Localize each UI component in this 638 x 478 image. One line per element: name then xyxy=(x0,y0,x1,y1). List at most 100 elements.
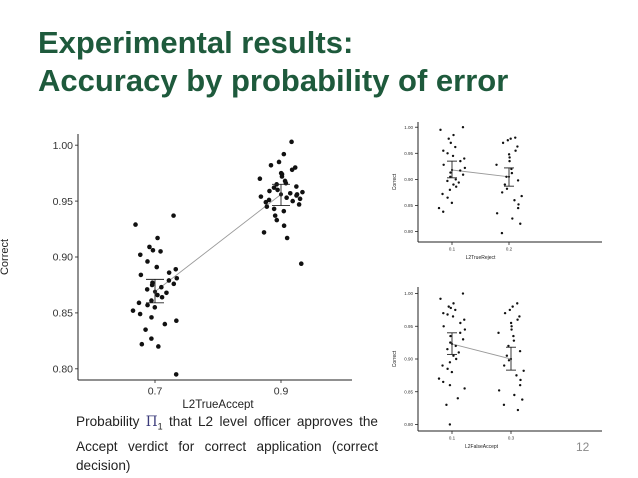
data-point xyxy=(276,159,282,165)
data-point xyxy=(518,383,522,387)
data-point xyxy=(166,278,172,283)
page-number: 12 xyxy=(576,440,590,454)
data-point xyxy=(152,305,158,310)
y-tick-label: 1.00 xyxy=(53,140,74,152)
data-point xyxy=(272,213,278,218)
data-point xyxy=(454,357,458,361)
y-tick-label: 0.85 xyxy=(404,389,413,394)
data-point xyxy=(281,151,287,157)
data-point xyxy=(463,157,466,160)
data-point xyxy=(452,354,455,357)
data-point xyxy=(452,183,455,186)
data-point xyxy=(510,325,513,328)
y-tick-label: 0.80 xyxy=(404,229,413,234)
data-point xyxy=(500,191,504,194)
y-tick-label: 0.95 xyxy=(404,151,413,156)
data-point xyxy=(445,403,448,407)
data-point xyxy=(502,403,506,407)
y-tick-label: 0.80 xyxy=(53,363,74,375)
data-point xyxy=(298,261,304,267)
data-point xyxy=(137,311,143,317)
data-point xyxy=(501,141,505,145)
data-point xyxy=(446,347,449,351)
data-point xyxy=(283,180,289,186)
y-axis-label: Correct xyxy=(0,239,11,275)
data-point xyxy=(162,321,168,327)
data-point xyxy=(457,181,460,184)
data-point xyxy=(516,206,520,210)
x-tick-label: 0.3 xyxy=(508,436,515,441)
data-point xyxy=(503,183,507,186)
data-point xyxy=(449,141,452,145)
data-point xyxy=(442,311,445,315)
data-point xyxy=(516,145,519,148)
group-mean-point xyxy=(450,342,454,346)
x-tick-label: 0.2 xyxy=(506,247,513,252)
data-point xyxy=(516,318,519,321)
data-point xyxy=(143,327,148,332)
data-point xyxy=(463,166,467,170)
data-point xyxy=(519,222,522,225)
data-point xyxy=(173,372,179,377)
data-point xyxy=(461,292,465,295)
x-tick-label: 0.7 xyxy=(148,386,163,398)
data-point xyxy=(174,318,179,324)
data-point xyxy=(461,173,465,176)
y-tick-label: 0.95 xyxy=(53,196,74,208)
x-axis-label: L2FalseAccept xyxy=(465,444,499,450)
data-point xyxy=(457,351,460,354)
data-point xyxy=(503,311,507,315)
caption-prefix: Probability xyxy=(76,414,146,429)
data-point xyxy=(447,137,450,140)
data-point xyxy=(294,184,299,189)
data-point xyxy=(513,393,516,397)
data-point xyxy=(136,300,142,306)
data-point xyxy=(514,136,517,139)
data-point xyxy=(149,298,154,303)
data-point xyxy=(510,328,513,331)
data-point xyxy=(507,344,510,348)
data-point xyxy=(509,321,513,325)
data-point xyxy=(449,341,452,344)
data-point xyxy=(267,188,272,194)
data-point xyxy=(449,334,452,338)
slide-title-line-2: Accuracy by probability of error xyxy=(38,63,509,98)
data-point xyxy=(514,149,517,152)
data-point xyxy=(516,179,520,182)
data-point xyxy=(442,380,445,384)
data-point xyxy=(463,318,466,321)
data-point xyxy=(144,287,150,292)
data-point xyxy=(497,389,501,392)
data-point xyxy=(454,145,457,149)
data-point xyxy=(495,163,498,166)
data-point xyxy=(130,308,136,313)
data-point xyxy=(518,315,521,318)
data-point xyxy=(275,187,280,193)
data-point xyxy=(149,282,155,288)
data-point xyxy=(138,272,144,278)
data-point xyxy=(290,198,295,204)
pi-symbol: Π xyxy=(145,414,158,430)
y-tick-label: 1.00 xyxy=(404,125,413,130)
data-point xyxy=(505,175,508,178)
x-tick-label: 0.1 xyxy=(449,436,456,441)
data-point xyxy=(447,305,450,308)
data-point xyxy=(518,349,522,353)
data-point xyxy=(454,344,457,348)
data-point xyxy=(173,267,179,272)
mean-trend-line xyxy=(451,169,510,178)
y-tick-label: 0.90 xyxy=(404,357,413,362)
x-axis-label: L2TrueReject xyxy=(466,255,496,261)
true-reject-scatter-chart: 0.80 0.85 0.90 0.95 1.00 0.1 0.2 L2TrueReject Co… xyxy=(392,122,602,261)
data-point xyxy=(459,169,462,172)
data-point xyxy=(271,185,277,190)
data-point xyxy=(442,210,445,213)
data-point xyxy=(505,187,509,190)
group-mean-point xyxy=(507,175,511,178)
data-point xyxy=(258,194,264,199)
data-point xyxy=(497,331,500,335)
data-point xyxy=(281,208,287,214)
data-point xyxy=(155,292,160,298)
data-point xyxy=(149,315,154,320)
data-point xyxy=(442,149,445,152)
